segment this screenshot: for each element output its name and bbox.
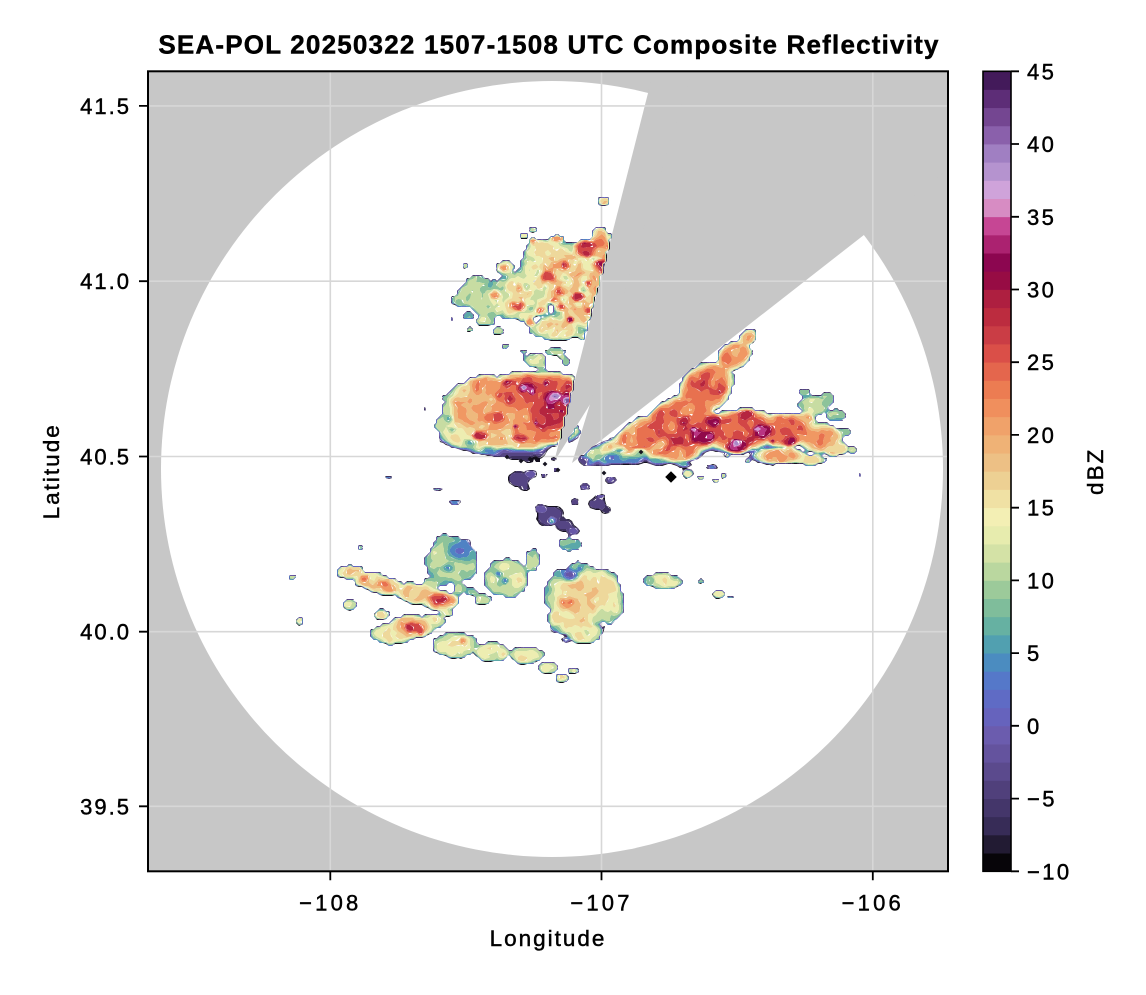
svg-text:39.5: 39.5 bbox=[80, 794, 131, 819]
svg-text:30: 30 bbox=[1027, 278, 1056, 303]
svg-text:−107: −107 bbox=[570, 891, 632, 916]
svg-text:10: 10 bbox=[1027, 568, 1056, 593]
svg-text:−5: −5 bbox=[1027, 787, 1057, 812]
svg-text:45: 45 bbox=[1027, 59, 1056, 84]
svg-text:−10: −10 bbox=[1027, 859, 1072, 884]
svg-text:20: 20 bbox=[1027, 423, 1056, 448]
svg-text:SEA-POL 20250322 1507-1508 UTC: SEA-POL 20250322 1507-1508 UTC Composite… bbox=[158, 30, 939, 60]
svg-text:40.0: 40.0 bbox=[80, 620, 131, 645]
svg-text:41.0: 41.0 bbox=[80, 269, 131, 294]
svg-text:35: 35 bbox=[1027, 205, 1056, 230]
svg-text:0: 0 bbox=[1027, 714, 1042, 739]
svg-text:41.5: 41.5 bbox=[80, 94, 131, 119]
svg-text:dBZ: dBZ bbox=[1083, 448, 1108, 495]
svg-text:5: 5 bbox=[1027, 641, 1042, 666]
svg-text:15: 15 bbox=[1027, 496, 1056, 521]
svg-text:40: 40 bbox=[1027, 132, 1056, 157]
svg-text:−106: −106 bbox=[842, 891, 904, 916]
svg-text:25: 25 bbox=[1027, 350, 1056, 375]
svg-text:40.5: 40.5 bbox=[80, 445, 131, 470]
svg-text:−108: −108 bbox=[299, 891, 361, 916]
svg-text:Latitude: Latitude bbox=[39, 423, 64, 519]
svg-text:Longitude: Longitude bbox=[490, 926, 607, 951]
